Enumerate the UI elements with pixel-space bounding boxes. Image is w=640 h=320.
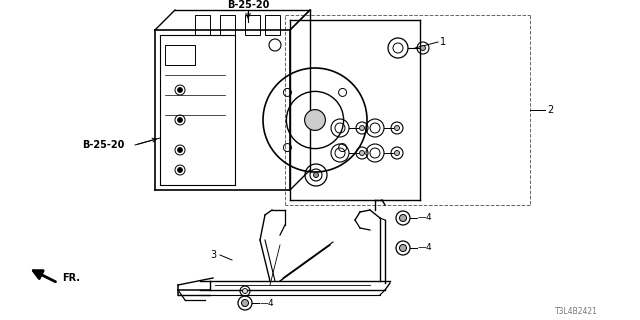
Text: 3: 3 (210, 250, 216, 260)
Text: B-25-20: B-25-20 (82, 140, 124, 150)
Text: 2: 2 (547, 105, 553, 115)
Circle shape (360, 150, 365, 156)
Circle shape (243, 289, 248, 293)
Circle shape (399, 214, 406, 221)
Circle shape (177, 87, 182, 92)
Circle shape (420, 45, 426, 51)
Circle shape (177, 117, 182, 123)
Circle shape (399, 244, 406, 252)
Circle shape (177, 148, 182, 153)
Circle shape (177, 167, 182, 172)
Bar (165, 45, 195, 65)
Text: 1: 1 (440, 37, 446, 47)
Text: FR.: FR. (62, 273, 80, 283)
Circle shape (394, 125, 399, 131)
Circle shape (305, 109, 325, 131)
Circle shape (241, 300, 248, 307)
Text: B-25-20: B-25-20 (227, 0, 269, 10)
Text: —4: —4 (418, 244, 433, 252)
Bar (220, 15, 235, 35)
Bar (245, 15, 260, 35)
Bar (195, 15, 210, 35)
Circle shape (360, 125, 365, 131)
Text: T3L4B2421: T3L4B2421 (555, 308, 598, 316)
Text: —4: —4 (418, 213, 433, 222)
Bar (265, 15, 280, 35)
Circle shape (314, 172, 319, 178)
Circle shape (394, 150, 399, 156)
Text: —4: —4 (260, 299, 275, 308)
